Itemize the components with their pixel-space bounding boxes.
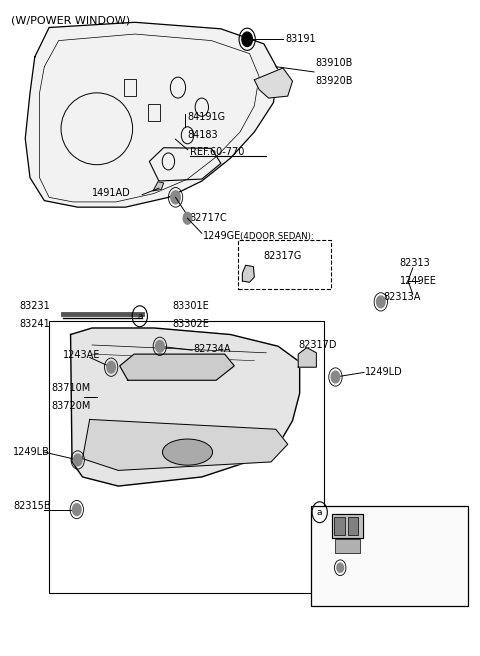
Polygon shape [71,328,300,486]
Bar [311,506,468,605]
Text: 83241: 83241 [20,319,50,329]
Polygon shape [25,22,278,207]
Text: 82734A: 82734A [194,344,231,354]
Circle shape [376,296,385,308]
Circle shape [183,213,192,224]
Text: 83910B: 83910B [315,58,353,68]
Circle shape [72,504,81,516]
Text: 93580L: 93580L [366,527,402,537]
Circle shape [73,454,82,466]
Text: 82317D: 82317D [298,340,337,350]
Bar [335,518,345,535]
Text: 83301E: 83301E [172,301,209,311]
Polygon shape [153,182,164,191]
Text: 1491AD: 1491AD [92,188,131,198]
Circle shape [242,32,252,47]
Circle shape [337,563,344,572]
Circle shape [331,371,340,383]
Text: 1243AE: 1243AE [62,350,100,360]
Text: (W/POWER WINDOW): (W/POWER WINDOW) [11,16,130,26]
Text: 83191: 83191 [285,34,316,44]
Bar [124,79,136,96]
Text: 1249LB: 1249LB [13,447,50,457]
Text: 82315B: 82315B [13,501,51,510]
Circle shape [107,361,116,373]
Text: 1249LD: 1249LD [365,367,403,377]
Text: 82313A: 82313A [383,292,420,302]
Text: REF.60-770: REF.60-770 [190,147,244,157]
Text: 84191G: 84191G [188,112,226,122]
Polygon shape [120,354,234,380]
Text: 83302E: 83302E [172,319,209,329]
Text: 83920B: 83920B [315,76,353,86]
Bar [238,240,331,289]
Text: a: a [317,508,323,517]
Text: 1249GE: 1249GE [203,231,241,241]
Polygon shape [332,514,363,539]
Text: 1249EE: 1249EE [400,276,437,286]
Circle shape [156,340,164,352]
Text: 1243AE: 1243AE [351,573,388,583]
Text: a: a [137,312,143,321]
Text: 82317G: 82317G [263,251,301,261]
Bar [336,539,360,553]
Text: 82313: 82313 [400,258,431,268]
Text: (4DOOR SEDAN):: (4DOOR SEDAN): [240,232,314,241]
Text: 83231: 83231 [20,301,50,311]
Text: 83720M: 83720M [51,401,91,411]
Ellipse shape [162,439,213,465]
Text: 82717C: 82717C [189,213,227,223]
Text: 93580R: 93580R [366,509,404,519]
Polygon shape [254,68,292,98]
Bar [348,518,359,535]
Bar [148,104,160,121]
Bar [49,321,324,592]
Polygon shape [83,419,288,470]
Polygon shape [298,348,316,367]
Text: 83710M: 83710M [51,383,91,394]
Circle shape [171,191,180,204]
Polygon shape [242,265,254,282]
Text: 84183: 84183 [188,130,218,140]
